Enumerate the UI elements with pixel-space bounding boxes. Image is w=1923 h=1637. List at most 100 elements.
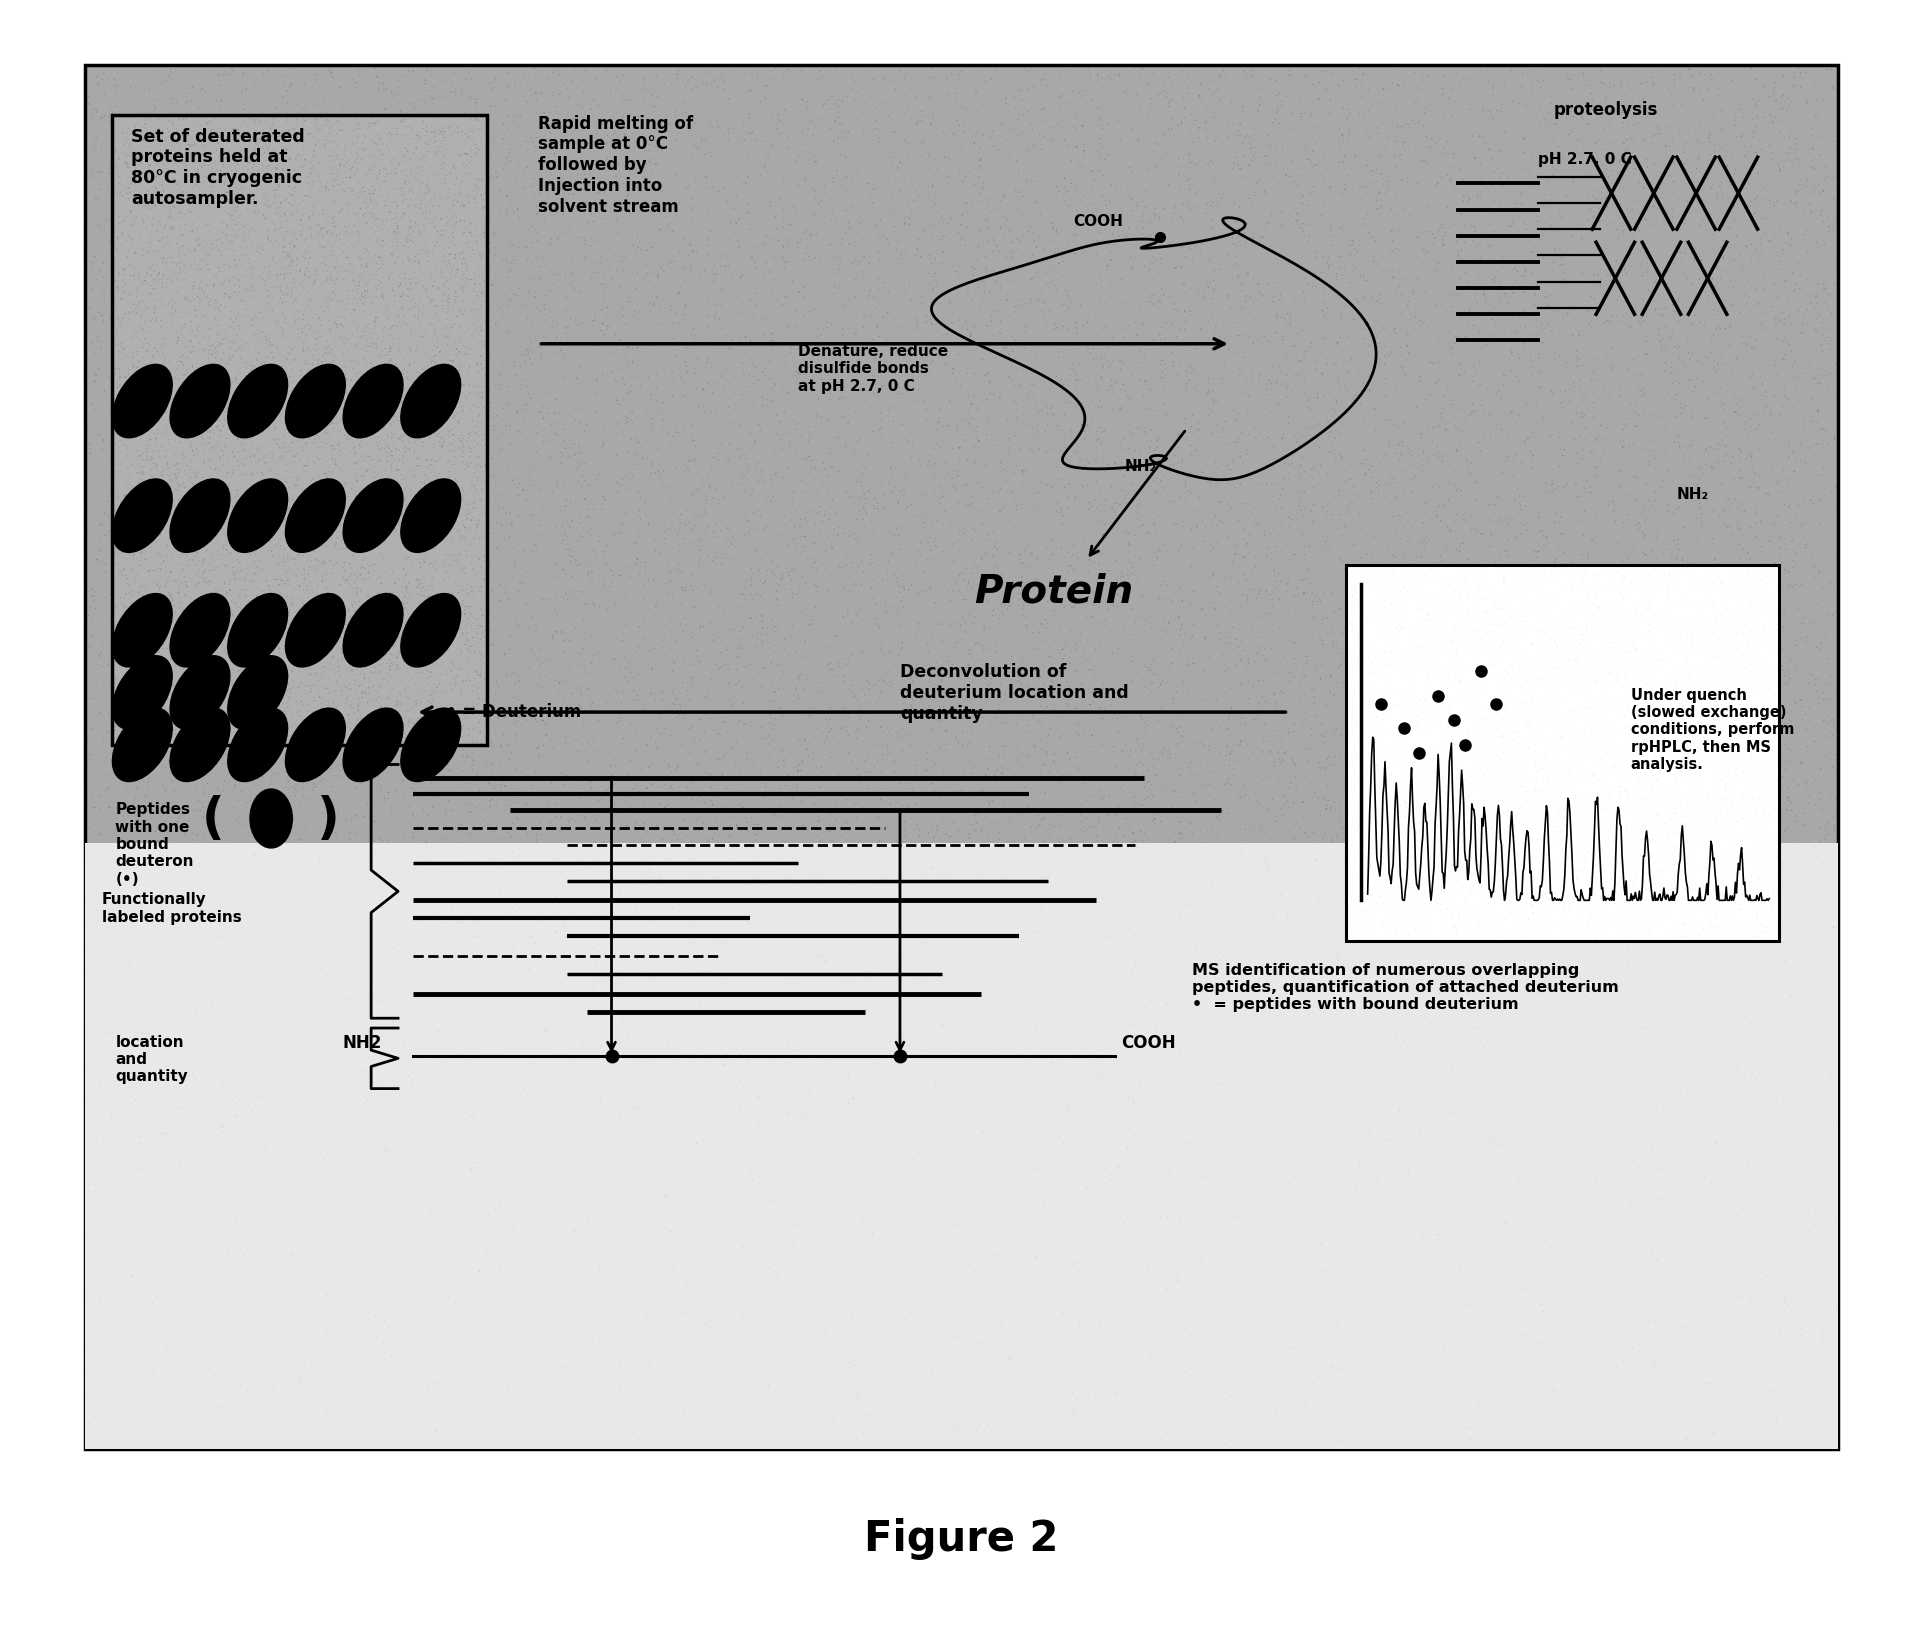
Point xyxy=(487,1152,517,1179)
Point xyxy=(1719,650,1750,676)
Point xyxy=(1085,694,1115,720)
Point xyxy=(756,650,787,676)
Point xyxy=(315,242,346,268)
Point xyxy=(771,918,802,945)
Point xyxy=(1485,886,1515,912)
Point xyxy=(1458,1038,1488,1064)
Point xyxy=(1475,101,1506,128)
Point xyxy=(679,1216,710,1242)
Point xyxy=(1675,922,1706,948)
Point xyxy=(1708,336,1738,362)
Point xyxy=(1144,584,1175,611)
Point xyxy=(415,288,446,314)
Point xyxy=(1225,1072,1256,1098)
Point xyxy=(698,882,729,909)
Point xyxy=(133,363,163,390)
Point xyxy=(1073,1041,1104,1067)
Point xyxy=(1454,97,1485,123)
Point xyxy=(863,247,894,273)
Point xyxy=(1544,1238,1575,1264)
Point xyxy=(323,956,354,982)
Point xyxy=(1602,658,1633,684)
Point xyxy=(1385,619,1415,645)
Point xyxy=(412,193,442,219)
Point xyxy=(221,1303,252,1329)
Point xyxy=(1590,861,1621,887)
Point xyxy=(346,679,377,706)
Point xyxy=(204,354,235,380)
Point xyxy=(683,704,713,730)
Point xyxy=(113,237,144,264)
Point xyxy=(1113,995,1144,1021)
Point xyxy=(1500,874,1531,900)
Point xyxy=(958,1419,988,1445)
Point xyxy=(450,340,481,367)
Point xyxy=(475,77,506,103)
Point xyxy=(875,1362,906,1388)
Point xyxy=(1163,1130,1194,1156)
Point xyxy=(925,162,956,188)
Point xyxy=(1079,1172,1110,1198)
Point xyxy=(1398,453,1429,480)
Point xyxy=(1204,869,1235,895)
Point xyxy=(1615,1136,1646,1162)
Point xyxy=(973,521,1004,547)
Point xyxy=(406,992,437,1018)
Point xyxy=(1469,1233,1500,1259)
Point xyxy=(204,648,235,674)
Point xyxy=(1206,488,1236,514)
Point xyxy=(1361,1252,1392,1278)
Point xyxy=(383,652,413,678)
Point xyxy=(160,653,190,679)
Point xyxy=(785,552,815,578)
Point xyxy=(252,601,283,627)
Point xyxy=(167,619,198,645)
Point xyxy=(248,576,279,602)
Point xyxy=(1456,815,1486,841)
Point xyxy=(1579,689,1610,715)
Point xyxy=(910,1257,940,1283)
Point xyxy=(229,530,260,557)
Point xyxy=(1331,869,1361,895)
Point xyxy=(1392,291,1423,318)
Point xyxy=(1386,301,1417,327)
Point xyxy=(219,704,250,730)
Point xyxy=(308,750,338,776)
Point xyxy=(1311,503,1342,529)
Point xyxy=(1633,817,1663,843)
Point xyxy=(217,501,248,527)
Point xyxy=(642,467,673,493)
Point xyxy=(310,175,340,201)
Point xyxy=(1748,557,1779,583)
Point xyxy=(185,920,215,946)
Point xyxy=(165,321,196,347)
Point xyxy=(402,575,433,601)
Point xyxy=(1119,846,1150,873)
Point xyxy=(392,170,423,196)
Point xyxy=(233,156,263,182)
Point xyxy=(460,216,490,242)
Point xyxy=(1306,52,1336,79)
Point xyxy=(1329,1038,1360,1064)
Point xyxy=(1438,769,1469,796)
Point xyxy=(1146,1156,1177,1182)
Point xyxy=(1073,309,1104,336)
Point xyxy=(196,527,227,553)
Point xyxy=(94,1373,125,1400)
Point xyxy=(1763,69,1794,95)
Point xyxy=(521,1233,552,1259)
Point xyxy=(829,696,860,722)
Point xyxy=(217,414,248,440)
Point xyxy=(421,396,452,422)
Point xyxy=(1719,465,1750,491)
Point xyxy=(681,1400,712,1426)
Point xyxy=(569,442,600,468)
Point xyxy=(256,208,287,234)
Point xyxy=(1729,620,1760,647)
Point xyxy=(1036,643,1067,670)
Point xyxy=(1394,231,1425,257)
Point xyxy=(435,221,465,247)
Point xyxy=(1777,679,1808,706)
Point xyxy=(546,386,577,413)
Point xyxy=(452,1120,483,1146)
